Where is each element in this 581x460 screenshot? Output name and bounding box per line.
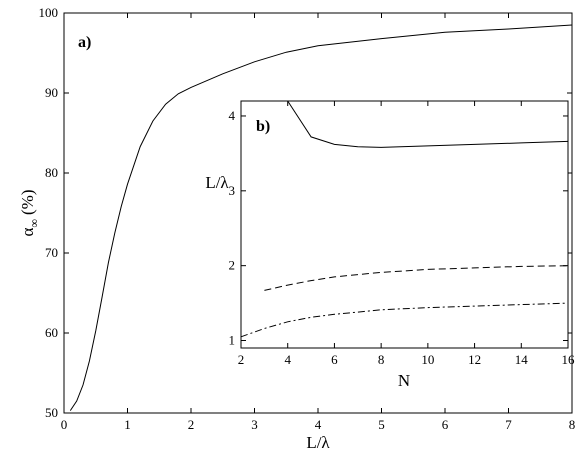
- main-y-tick-label: 50: [45, 405, 58, 420]
- main-x-tick-label: 6: [442, 417, 449, 432]
- main-x-tick-label: 2: [188, 417, 195, 432]
- inset-y-tick-label: 3: [229, 183, 236, 198]
- main-x-tick-label: 0: [61, 417, 68, 432]
- main-x-axis-label: L/λ: [306, 433, 330, 452]
- inset-y-axis-label: L/λ: [205, 173, 229, 192]
- main-x-tick-label: 3: [251, 417, 258, 432]
- main-series-solid-line: [69, 24, 573, 411]
- main-x-tick-label: 8: [569, 417, 576, 432]
- inset-series-layer: [240, 100, 569, 338]
- inset-y-tick-label: 1: [229, 333, 236, 348]
- inset-x-tick-label: 2: [238, 352, 245, 367]
- inset-y-tick-label: 2: [229, 258, 236, 273]
- inset-series-dashed-line: [264, 265, 569, 291]
- inset-y-tick-label: 4: [229, 108, 236, 123]
- inset-x-tick-label: 14: [515, 352, 529, 367]
- inset-x-tick-label: 12: [468, 352, 481, 367]
- main-x-tick-label: 5: [378, 417, 385, 432]
- main-y-tick-label: 60: [45, 325, 58, 340]
- main-series-layer: [69, 24, 573, 411]
- inset-x-tick-label: 10: [421, 352, 434, 367]
- inset-background: [241, 101, 568, 348]
- svg-text:α∞(%): α∞ (%): [18, 190, 41, 237]
- main-y-tick-label: 80: [45, 165, 58, 180]
- inset-x-axis-label: N: [398, 371, 410, 390]
- inset-x-tick-label: 8: [378, 352, 385, 367]
- main-y-axis-label-symbol: α: [18, 227, 37, 236]
- main-panel-label: a): [78, 34, 91, 51]
- main-y-axis-label: α∞ (%): [18, 190, 41, 237]
- inset-x-tick-label: 16: [562, 352, 576, 367]
- main-y-axis-label-unit: (%): [18, 190, 37, 215]
- inset-x-tick-label: 4: [284, 352, 291, 367]
- main-x-tick-label: 1: [124, 417, 131, 432]
- inset-panel-label: b): [256, 118, 270, 135]
- inset-series-dashdot-line: [240, 302, 569, 338]
- inset-x-tick-label: 6: [331, 352, 338, 367]
- main-x-tick-label: 7: [505, 417, 512, 432]
- main-x-tick-label: 4: [315, 417, 322, 432]
- main-y-axis-label-subscript: ∞: [27, 219, 41, 228]
- main-y-tick-label: 90: [45, 85, 58, 100]
- inset-plot-frame: [240, 100, 569, 349]
- main-y-tick-label: 100: [39, 5, 59, 20]
- inset-series-solid-line: [287, 100, 569, 148]
- main-y-tick-label: 70: [45, 245, 58, 260]
